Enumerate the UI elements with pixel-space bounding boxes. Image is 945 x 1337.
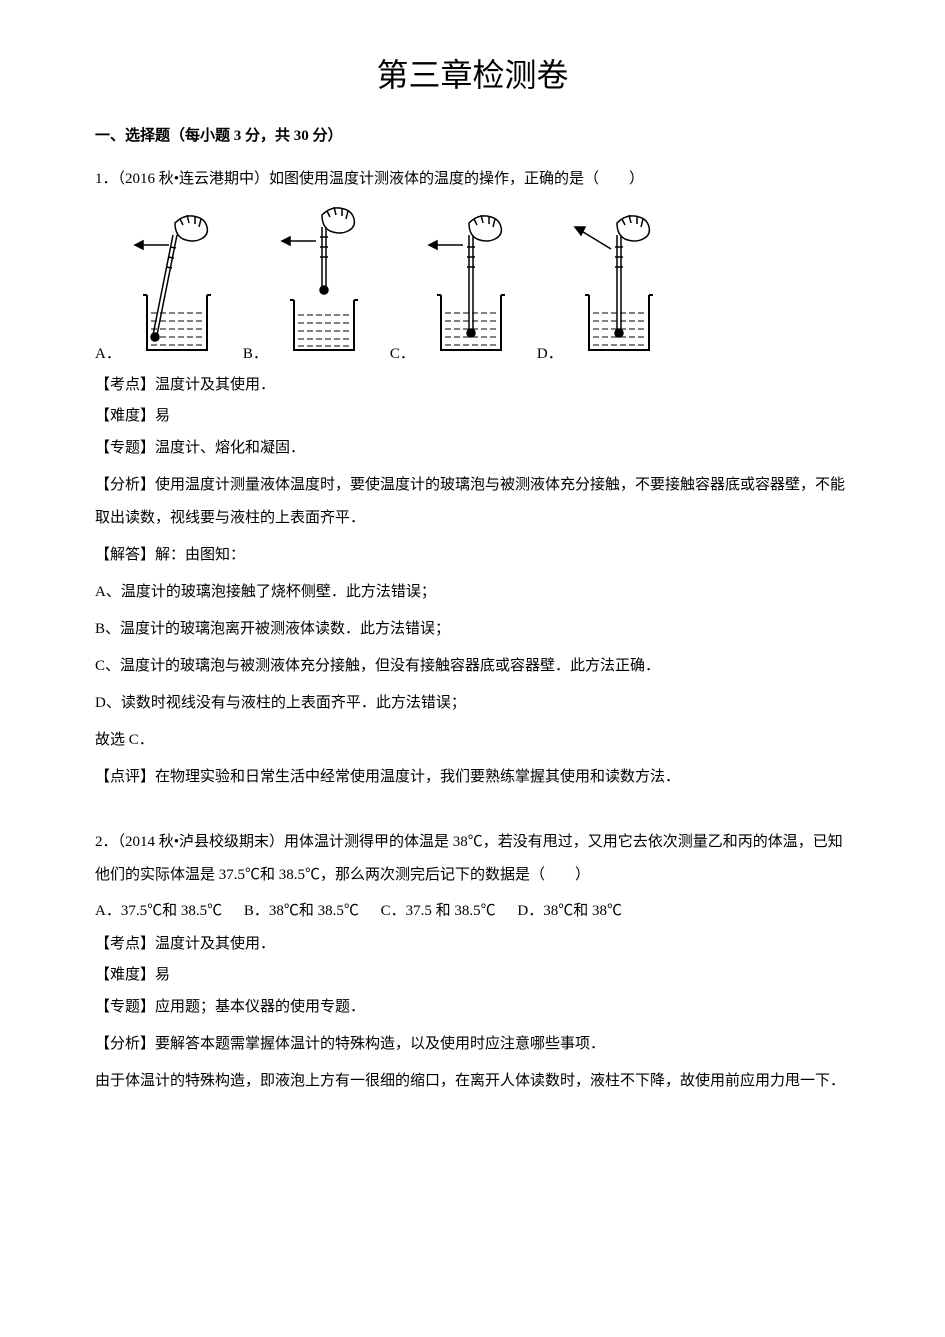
q2-zhuanti: 【专题】应用题；基本仪器的使用专题． — [95, 991, 850, 1024]
q2-choice-c: C．37.5 和 38.5℃ — [381, 896, 496, 926]
q1-figure-c: C． — [390, 205, 529, 365]
q1-label-d: D． — [537, 342, 563, 365]
q1-figure-b: B． — [243, 205, 382, 365]
q2-stem: 2．（2014 秋•泸县校级期末）用体温计测得甲的体温是 38℃，若没有甩过，又… — [95, 826, 850, 892]
q1-opt-c: C、温度计的玻璃泡与被测液体充分接触，但没有接触容器底或容器壁．此方法正确． — [95, 650, 850, 683]
q1-figure-a: A． — [95, 205, 235, 365]
q2-choice-b: B．38℃和 38.5℃ — [244, 896, 359, 926]
q1-label-a: A． — [95, 342, 121, 365]
q2-choices: A．37.5℃和 38.5℃ B．38℃和 38.5℃ C．37.5 和 38.… — [95, 896, 850, 926]
q2-fenxi: 【分析】要解答本题需掌握体温计的特殊构造，以及使用时应注意哪些事项． — [95, 1028, 850, 1061]
q1-stem: 1．（2016 秋•连云港期中）如图使用温度计测液体的温度的操作，正确的是（ ） — [95, 166, 850, 193]
q1-label-b: B． — [243, 342, 268, 365]
q1-nandu: 【难度】易 — [95, 402, 850, 431]
q2-nandu: 【难度】易 — [95, 961, 850, 990]
thermometer-diagram-b-icon — [272, 205, 382, 365]
q1-label-c: C． — [390, 342, 415, 365]
q1-opt-b: B、温度计的玻璃泡离开被测液体读数．此方法错误； — [95, 613, 850, 646]
spacer — [95, 798, 850, 826]
q2-choice-a: A．37.5℃和 38.5℃ — [95, 896, 222, 926]
q1-opt-d: D、读数时视线没有与液柱的上表面齐平．此方法错误； — [95, 687, 850, 720]
q1-guxuan: 故选 C． — [95, 724, 850, 757]
q2-kaodian: 【考点】温度计及其使用． — [95, 930, 850, 959]
thermometer-diagram-a-icon — [125, 205, 235, 365]
q2-fenxi2: 由于体温计的特殊构造，即液泡上方有一很细的缩口，在离开人体读数时，液柱不下降，故… — [95, 1065, 850, 1098]
q1-opt-a: A、温度计的玻璃泡接触了烧杯侧壁．此方法错误； — [95, 576, 850, 609]
page-title: 第三章检测卷 — [95, 50, 850, 96]
thermometer-diagram-d-icon — [567, 205, 677, 365]
q1-zhuanti: 【专题】温度计、熔化和凝固． — [95, 432, 850, 465]
q2-choice-d: D．38℃和 38℃ — [517, 896, 622, 926]
q1-kaodian: 【考点】温度计及其使用． — [95, 371, 850, 400]
q1-dianping: 【点评】在物理实验和日常生活中经常使用温度计，我们要熟练掌握其使用和读数方法． — [95, 761, 850, 794]
q1-jieda-intro: 【解答】解：由图知： — [95, 539, 850, 572]
q1-figure-d: D． — [537, 205, 677, 365]
q1-fenxi: 【分析】使用温度计测量液体温度时，要使温度计的玻璃泡与被测液体充分接触，不要接触… — [95, 469, 850, 535]
q1-figure-row: A． — [95, 205, 850, 365]
section-header: 一、选择题（每小题 3 分，共 30 分） — [95, 124, 850, 148]
thermometer-diagram-c-icon — [419, 205, 529, 365]
